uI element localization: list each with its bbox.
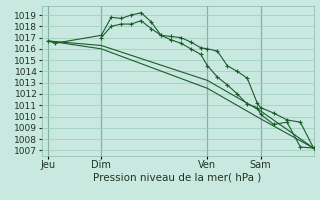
X-axis label: Pression niveau de la mer( hPa ): Pression niveau de la mer( hPa ) xyxy=(93,173,262,183)
